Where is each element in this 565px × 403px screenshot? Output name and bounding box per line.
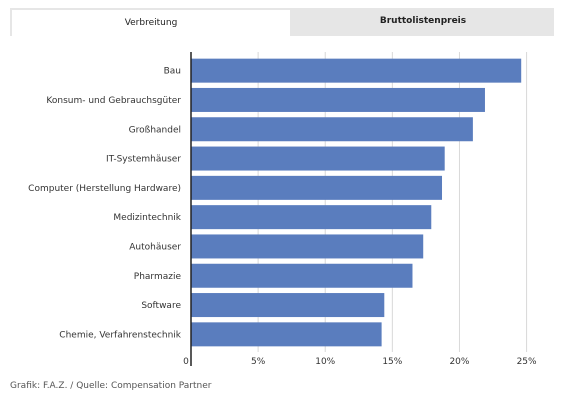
tab-bruttolistenpreis[interactable]: Bruttolistenpreis <box>379 16 467 26</box>
category-label: Autohäuser <box>129 242 181 252</box>
x-tick-label: 15% <box>382 357 402 367</box>
bar-chart: Bau Konsum- und Gebrauchsgüter Großhandel I… <box>28 52 537 367</box>
source-note: Grafik: F.A.Z. / Quelle: Compensation Pa… <box>10 381 212 391</box>
bar[interactable] <box>191 146 445 171</box>
category-label: Großhandel <box>129 125 181 135</box>
bar[interactable] <box>191 293 385 318</box>
category-label: Chemie, Verfahrenstechnik <box>59 330 181 340</box>
tab-bar: Verbreitung Bruttolistenpreis <box>10 8 554 38</box>
category-labels: Bau Konsum- und Gebrauchsgüter Großhandel I… <box>28 67 182 341</box>
bar[interactable] <box>191 205 432 230</box>
bar[interactable] <box>191 234 424 259</box>
category-label: IT-Systemhäuser <box>106 155 181 165</box>
category-label: Bau <box>164 67 181 77</box>
bars <box>191 58 522 347</box>
x-tick-label: 25% <box>517 357 537 367</box>
bar[interactable] <box>191 322 382 347</box>
category-label: Computer (Herstellung Hardware) <box>28 184 181 194</box>
category-label: Konsum- und Gebrauchsgüter <box>46 96 181 106</box>
x-axis-ticks: 0 5% 10% 15% 20% 25% <box>183 357 537 367</box>
bar[interactable] <box>191 117 473 142</box>
tab-verbreitung[interactable]: Verbreitung <box>12 10 290 38</box>
category-label: Pharmazie <box>134 272 182 282</box>
bar[interactable] <box>191 58 522 83</box>
x-tick-label: 10% <box>315 357 335 367</box>
bar[interactable] <box>191 175 443 200</box>
x-tick-label: 0 <box>183 357 189 367</box>
category-label: Medizintechnik <box>113 213 181 223</box>
category-label: Software <box>141 301 181 311</box>
bar[interactable] <box>191 263 413 288</box>
x-tick-label: 5% <box>251 357 266 367</box>
bar[interactable] <box>191 87 485 112</box>
x-tick-label: 20% <box>449 357 469 367</box>
